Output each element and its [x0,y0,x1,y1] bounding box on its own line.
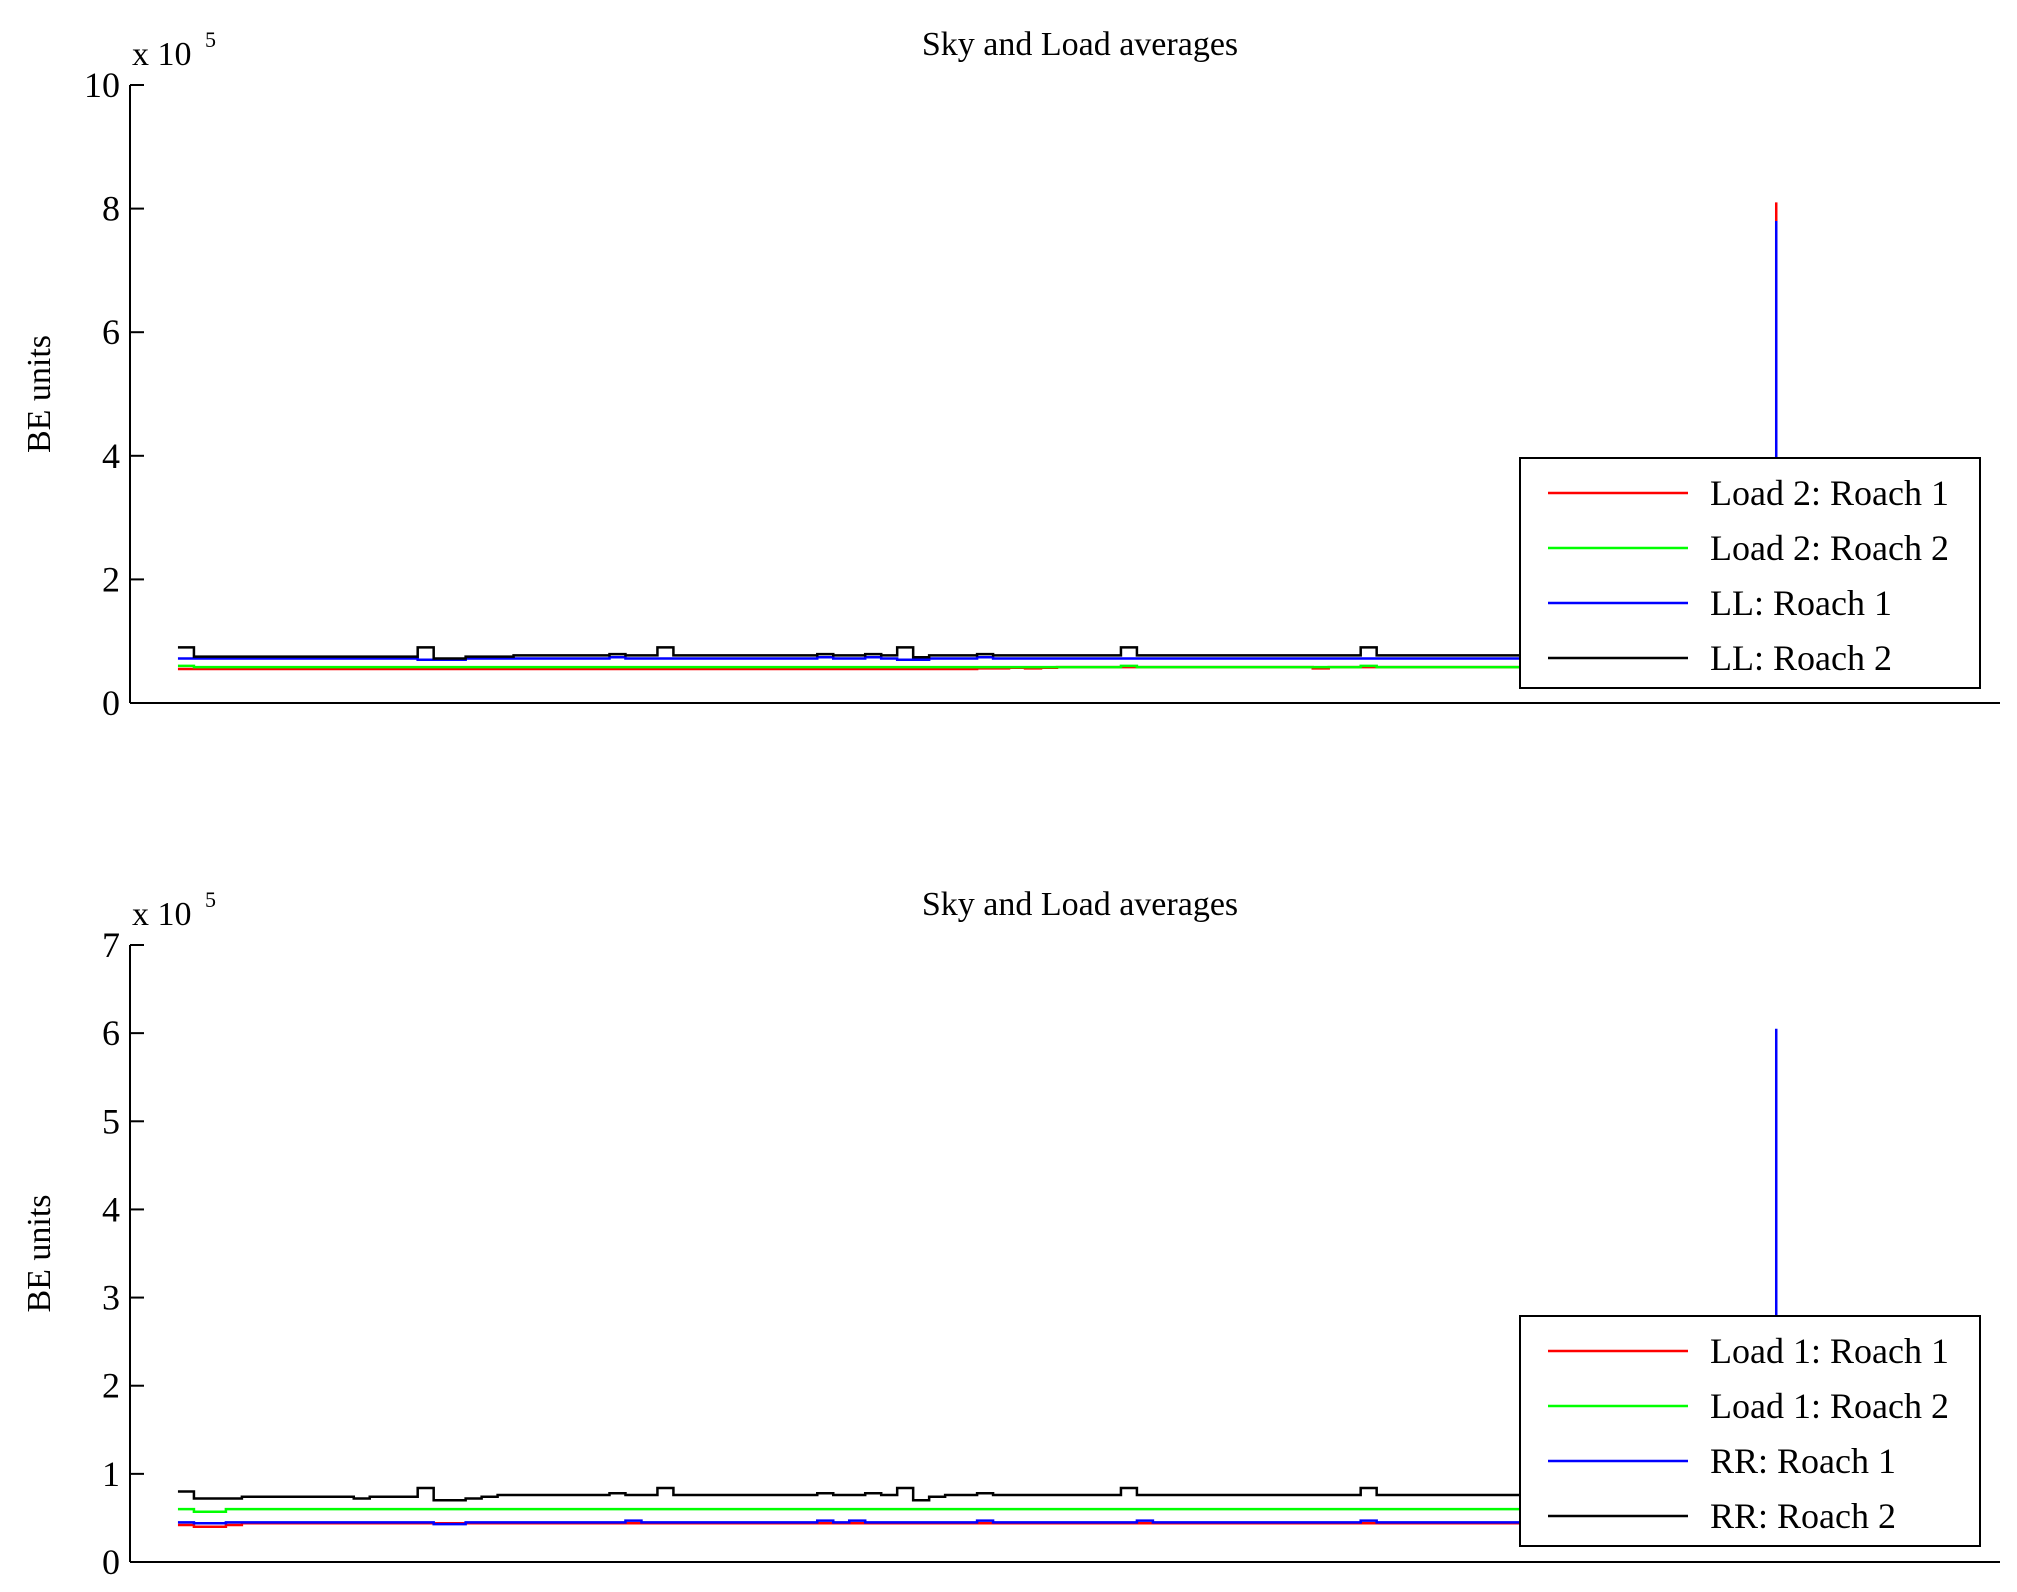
legend-label: Load 1: Roach 2 [1710,1386,1949,1426]
y-tick-label: 1 [102,1454,120,1494]
y-tick-label: 4 [102,1189,120,1229]
y-axis-label: BE units [21,335,58,453]
series-line-2 [177,1504,1778,1514]
chart-title: Sky and Load averages [922,26,1238,63]
legend-label: Load 2: Roach 2 [1710,528,1949,568]
legend-label: RR: Roach 1 [1710,1441,1896,1481]
y-tick-label: 7 [102,925,120,965]
axis-multiplier-exponent: 5 [205,887,216,912]
y-tick-label: 2 [102,1366,120,1406]
axis-multiplier: x 10 [132,36,192,73]
y-tick-label: 0 [102,683,120,723]
series-line-4 [177,644,1778,660]
legend-label: RR: Roach 2 [1710,1496,1896,1536]
y-tick-label: 0 [102,1542,120,1582]
axis-multiplier-exponent: 5 [205,27,216,52]
axis-multiplier: x 10 [132,896,192,933]
legend-label: Load 1: Roach 1 [1710,1331,1949,1371]
y-tick-label: 10 [84,65,120,105]
y-tick-label: 6 [102,1013,120,1053]
bottom-chart: 0 1 2 3 4 5 6 7 x 10 5 Sky and Load averages BE uni… [21,886,2000,1582]
legend-label: Load 2: Roach 1 [1710,473,1949,513]
legend-box [1519,1315,1981,1547]
y-tick-label: 2 [102,559,120,599]
legend-label: LL: Roach 2 [1710,638,1892,678]
y-tick-label: 4 [102,436,120,476]
legend: Load 1: Roach 1 Load 1: Roach 2 RR: Roach … [1519,1315,1981,1547]
legend-label: LL: Roach 1 [1710,583,1892,623]
legend: Load 2: Roach 1 Load 2: Roach 2 LL: Roach … [1519,457,1981,689]
chart-title: Sky and Load averages [922,886,1238,923]
top-chart: 0 2 4 6 8 10 x 10 5 Sky and Load averages BE unit… [21,26,2000,723]
series-line-4 [177,1483,1778,1502]
y-tick-label: 5 [102,1101,120,1141]
y-axis-label: BE units [21,1194,58,1312]
y-tick-label: 8 [102,189,120,229]
legend-box [1519,457,1981,689]
y-tick-label: 6 [102,312,120,352]
y-tick-label: 3 [102,1278,120,1318]
